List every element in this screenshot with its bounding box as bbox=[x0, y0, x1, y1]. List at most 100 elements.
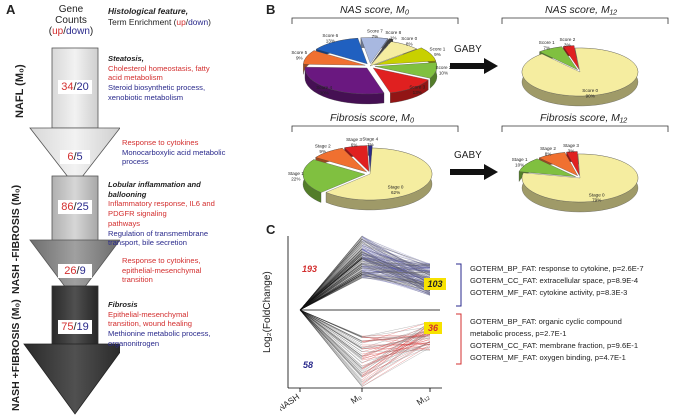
pie-slice-percent: 13% bbox=[413, 90, 422, 95]
pie-slice-percent: 30% bbox=[320, 90, 329, 95]
down-gene-line bbox=[299, 309, 363, 367]
x-tick-label: No NASH bbox=[280, 391, 301, 418]
pie-slice-percent: 8% bbox=[406, 41, 413, 46]
histology-header-subtitle: Term Enrichment (up/down) bbox=[108, 16, 211, 27]
up-go-term: GOTERM_BP_FAT: response to cytokine, p=2… bbox=[470, 264, 644, 273]
pie-slice bbox=[374, 47, 437, 66]
pie-title-brackets bbox=[291, 17, 669, 132]
up-gene-line bbox=[361, 258, 431, 296]
pie-slice bbox=[325, 147, 433, 201]
gaby-label-bottom: GABY bbox=[454, 150, 482, 161]
up-go-term: GOTERM_CC_FAT: extracellular space, p=8.… bbox=[470, 276, 639, 285]
up-gene-line bbox=[299, 274, 363, 311]
block-transition-2: Response to cytokines, epithelial-mesenc… bbox=[122, 256, 202, 285]
pie-slice-label: Stage 3 bbox=[346, 137, 362, 142]
up-gene-line bbox=[299, 239, 363, 311]
down-m12-count-badge: 36 bbox=[424, 322, 442, 334]
count-box-transition-2: 26/9 bbox=[58, 264, 92, 278]
pie-slice bbox=[315, 148, 367, 173]
up-gene-line bbox=[361, 241, 431, 272]
down-gene-line bbox=[361, 330, 431, 372]
up-gene-line bbox=[361, 257, 431, 288]
up-gene-line bbox=[361, 254, 431, 266]
panel-a-letter: A bbox=[6, 2, 16, 17]
down-go-term: metabolic process, p=2.7E-1 bbox=[470, 329, 567, 338]
up-gene-line bbox=[361, 257, 431, 280]
gene-counts-header-line2: Counts bbox=[55, 15, 87, 26]
pie-slice-label: Score 4 bbox=[316, 85, 332, 90]
down-gene-line bbox=[361, 324, 431, 357]
pie-slice-label: Stage 1 bbox=[512, 157, 528, 162]
histology-header: Histological feature, Term Enrichment (u… bbox=[108, 6, 211, 28]
down-gene-line bbox=[299, 309, 363, 355]
pie-chart-fibrosis-m12: Stage 079% Stage 110% Stage 28% Stage 33% bbox=[512, 143, 639, 213]
down-gene-line bbox=[299, 309, 363, 373]
up-gene-line bbox=[361, 236, 431, 280]
down-gene-line bbox=[361, 350, 431, 352]
block-fibrosis: Fibrosis Epithelial-mesenchymal transiti… bbox=[108, 300, 211, 348]
down-gene-line bbox=[299, 309, 363, 342]
down-go-terms: GOTERM_BP_FAT: organic cyclic compound m… bbox=[470, 316, 638, 364]
down-gene-line bbox=[361, 330, 431, 344]
go-brackets bbox=[456, 263, 462, 365]
up-gene-line bbox=[299, 242, 363, 311]
pie-slice-label: Score 8 bbox=[385, 30, 401, 35]
pie-title-nas-m12: NAS score, M₁₂ bbox=[545, 4, 618, 16]
down-gene-line bbox=[299, 309, 363, 378]
up-gene-line bbox=[299, 267, 363, 311]
up-gene-line bbox=[299, 262, 363, 311]
pie-slice-label: Stage 0 bbox=[388, 185, 404, 190]
up-gene-line bbox=[361, 273, 431, 283]
arrow-segment-nash-plus bbox=[51, 285, 99, 347]
pie-slice-label: Score 6 bbox=[322, 33, 338, 38]
up-gene-line bbox=[361, 271, 431, 286]
pie-slice-label: Score 1 bbox=[539, 40, 555, 45]
pie-slice-label: Score 1 bbox=[430, 47, 446, 52]
pie-slice-label: Stage 4 bbox=[362, 136, 378, 141]
pie-slice bbox=[518, 158, 576, 177]
up-gene-line bbox=[361, 243, 431, 274]
pie-slice bbox=[539, 46, 579, 71]
pie-slice bbox=[369, 41, 418, 67]
pie-slice bbox=[538, 152, 579, 177]
block-steatosis: Steatosis, Cholesterol homeostasis, fatt… bbox=[108, 54, 210, 102]
stage-label-nash-plus-fibrosis: NASH +FIBROSIS (M₀) bbox=[10, 299, 22, 411]
down-gene-line bbox=[299, 309, 363, 347]
down-gene-count: 58 bbox=[303, 360, 314, 370]
up-gene-line bbox=[299, 255, 363, 311]
up-gene-line bbox=[361, 249, 431, 284]
up-gene-line bbox=[299, 257, 363, 311]
pie-slice bbox=[374, 62, 438, 79]
up-gene-line bbox=[299, 273, 363, 311]
up-gene-line bbox=[299, 250, 363, 311]
block-transition-1: Response to cytokines Monocarboxylic aci… bbox=[122, 138, 226, 167]
pie-title-fibrosis-m12: Fibrosis score, M₁₂ bbox=[540, 112, 628, 124]
pie-slice-label: Stage 1 bbox=[288, 171, 304, 176]
pie-slice-percent: 9% bbox=[434, 52, 441, 57]
down-gene-line bbox=[361, 323, 431, 377]
up-gene-line bbox=[299, 264, 363, 311]
pie-slice bbox=[344, 145, 370, 172]
up-gene-line bbox=[299, 236, 363, 311]
pie-title-nas-m0: NAS score, M₀ bbox=[340, 4, 410, 16]
down-gene-line bbox=[361, 321, 431, 371]
pie-chart-fibrosis-m0: Stage 062% Stage 122% Stage 29% Stage 36% St… bbox=[288, 136, 433, 211]
pie-slice-percent: 62% bbox=[391, 190, 400, 195]
pie-slice-label: Stage 3 bbox=[563, 143, 579, 148]
up-gene-line bbox=[299, 237, 363, 311]
up-gene-line bbox=[361, 239, 431, 266]
down-gene-line bbox=[299, 309, 363, 346]
down-gene-line bbox=[299, 309, 363, 372]
gaby-label-top: GABY bbox=[454, 44, 482, 55]
up-gene-line bbox=[361, 264, 431, 270]
pie-slice-label: Score 0 bbox=[582, 88, 598, 93]
histology-header-title: Histological feature, bbox=[108, 6, 189, 16]
down-gene-line bbox=[299, 309, 363, 383]
down-gene-line bbox=[361, 324, 431, 369]
up-gene-line bbox=[361, 252, 431, 292]
pie-slice-percent: 10% bbox=[515, 163, 524, 168]
pie-slice bbox=[302, 159, 366, 193]
pie-slice-percent: 3% bbox=[568, 148, 575, 153]
down-gene-line bbox=[361, 335, 431, 350]
down-gene-line bbox=[299, 309, 363, 349]
